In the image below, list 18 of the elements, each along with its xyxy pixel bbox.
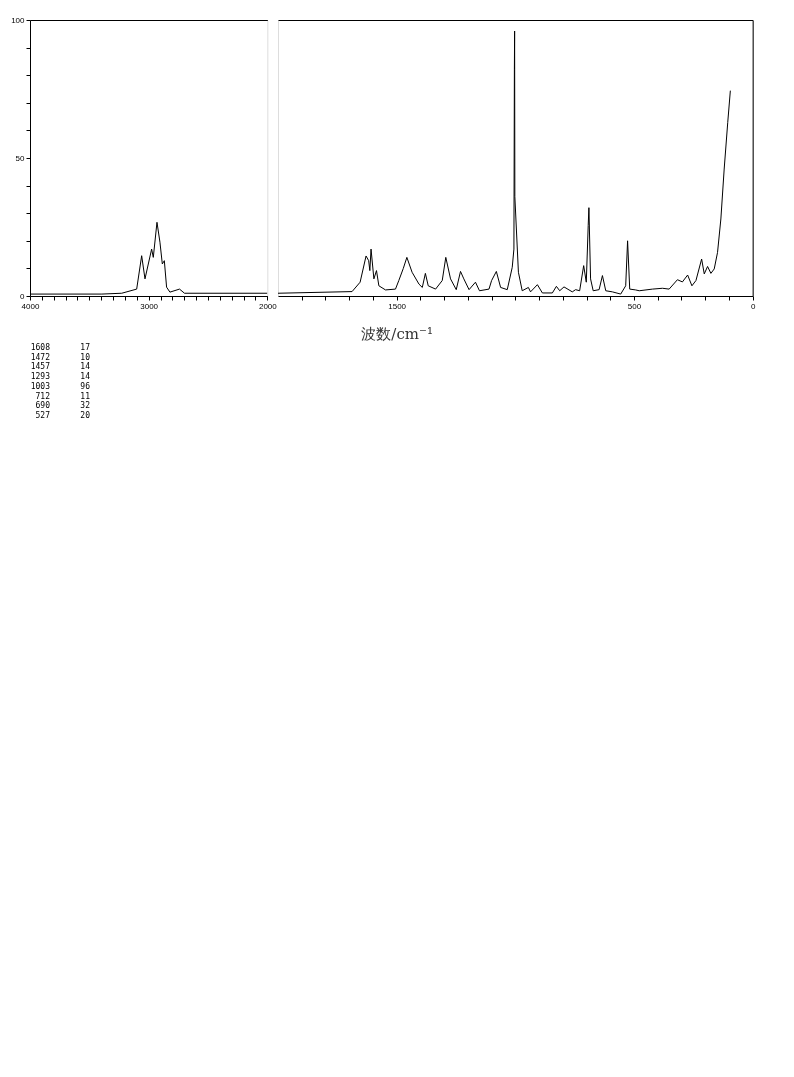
x-axis-title: 波数/cm⁻¹ — [361, 324, 433, 343]
text: 1472 10 — [30, 352, 90, 362]
x-tick-label: 500 — [627, 301, 642, 311]
text: 1293 14 — [30, 372, 90, 382]
text: 527 20 — [35, 410, 90, 420]
text: 1003 96 — [30, 381, 90, 391]
y-tick-label: 100 — [11, 15, 26, 25]
x-tick-label: 1500 — [388, 301, 407, 311]
x-tick-label: 4000 — [21, 301, 40, 311]
x-tick-label: 2000 — [258, 301, 278, 311]
text: 1608 17 — [30, 343, 90, 352]
text: 712 11 — [35, 391, 90, 401]
x-tick-label: 0 — [750, 301, 756, 311]
text: 1457 14 — [30, 362, 90, 372]
x-tick-label: 3000 — [140, 301, 159, 311]
y-tick-label: 50 — [15, 153, 26, 163]
y-tick-label: 0 — [20, 291, 26, 301]
text: 690 32 — [35, 401, 90, 411]
